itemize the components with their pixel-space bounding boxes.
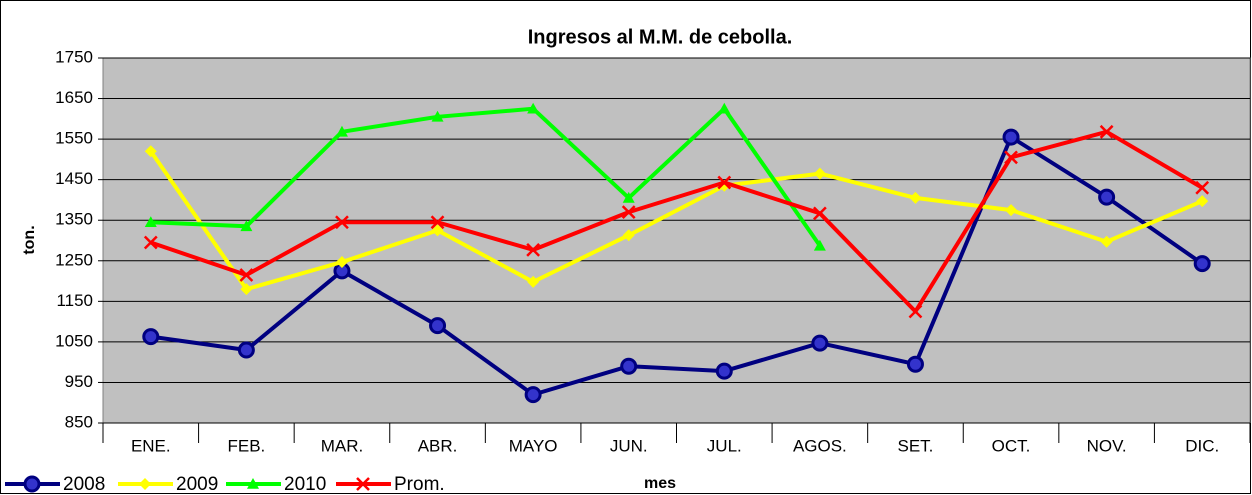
x-axis-label: mes — [644, 475, 676, 492]
series-line — [150, 129, 1204, 314]
marker — [1004, 150, 1018, 165]
marker — [622, 229, 635, 242]
x-tick-label: ENE. — [131, 436, 171, 455]
marker — [717, 175, 732, 190]
marker — [812, 206, 827, 221]
x-tick-label: JUN. — [610, 436, 648, 455]
marker — [335, 215, 349, 230]
marker — [431, 224, 444, 237]
series-line — [149, 150, 1203, 292]
marker — [813, 239, 826, 251]
marker — [1002, 128, 1020, 146]
marker — [909, 191, 922, 204]
plot-area — [102, 57, 1251, 424]
marker — [237, 341, 255, 359]
marker — [527, 102, 540, 114]
marker — [335, 255, 348, 268]
legend-marker — [247, 478, 259, 489]
marker — [1195, 180, 1210, 195]
marker — [239, 268, 254, 282]
legend-marker — [139, 478, 151, 490]
marker — [430, 215, 445, 230]
marker — [142, 328, 160, 346]
series-line — [150, 106, 822, 247]
marker — [906, 355, 924, 373]
marker — [526, 242, 541, 257]
x-tick-label: MAYO — [509, 436, 558, 455]
x-tick-label: SET. — [898, 436, 934, 455]
marker — [143, 235, 158, 250]
marker — [622, 191, 635, 203]
y-tick-label: 850 — [65, 412, 93, 431]
series-line — [150, 135, 1204, 397]
x-tick-label: NOV. — [1087, 436, 1127, 455]
x-tick-label: OCT. — [992, 436, 1031, 455]
y-tick-label: 950 — [65, 372, 93, 391]
x-tick-label: FEB. — [227, 436, 265, 455]
marker — [620, 357, 638, 375]
marker — [431, 110, 444, 122]
y-tick-label: 1250 — [55, 250, 93, 269]
marker — [144, 216, 157, 228]
marker — [715, 362, 733, 380]
marker — [429, 317, 447, 335]
legend-marker — [356, 477, 370, 491]
y-tick-label: 1650 — [55, 88, 93, 107]
chart-title: Ingresos al M.M. de cebolla. — [528, 26, 793, 48]
marker — [1100, 235, 1113, 248]
marker — [718, 102, 731, 114]
marker — [908, 304, 923, 319]
marker — [813, 167, 826, 180]
legend-label: 2009 — [176, 474, 218, 495]
marker — [524, 386, 542, 404]
y-tick-label: 1350 — [55, 210, 93, 229]
y-tick-label: 1550 — [55, 129, 93, 148]
marker — [527, 275, 540, 288]
marker — [335, 125, 348, 137]
x-tick-label: AGOS. — [793, 436, 847, 455]
marker — [1099, 124, 1114, 139]
marker — [1098, 188, 1116, 206]
marker — [240, 283, 253, 296]
marker — [144, 145, 157, 158]
marker — [1005, 204, 1018, 217]
marker — [811, 334, 829, 352]
legend-label: 2008 — [63, 474, 105, 495]
y-tick-label: 1150 — [56, 291, 93, 310]
marker — [240, 220, 253, 232]
marker — [1193, 255, 1211, 273]
x-tick-label: JUL. — [707, 436, 742, 455]
legend-label: 2010 — [284, 474, 326, 495]
y-tick-label: 1450 — [55, 169, 93, 188]
x-tick-label: ABR. — [418, 436, 458, 455]
marker — [1196, 195, 1209, 208]
y-tick-label: 1050 — [55, 331, 93, 350]
legend-label: Prom. — [394, 474, 445, 495]
y-axis-label: ton. — [21, 225, 38, 254]
x-tick-label: MAR. — [321, 436, 364, 455]
x-tick-label: DIC. — [1185, 436, 1219, 455]
y-tick-label: 1750 — [55, 47, 93, 66]
legend-marker — [23, 475, 41, 493]
marker — [621, 205, 636, 219]
